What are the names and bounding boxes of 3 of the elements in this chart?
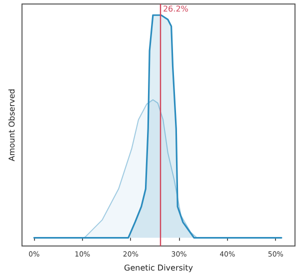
y-axis-title: Amount Observed xyxy=(8,88,16,162)
ref-line-label: 26.2% xyxy=(162,4,189,14)
x-axis-title: Genetic Diversity xyxy=(124,264,194,272)
